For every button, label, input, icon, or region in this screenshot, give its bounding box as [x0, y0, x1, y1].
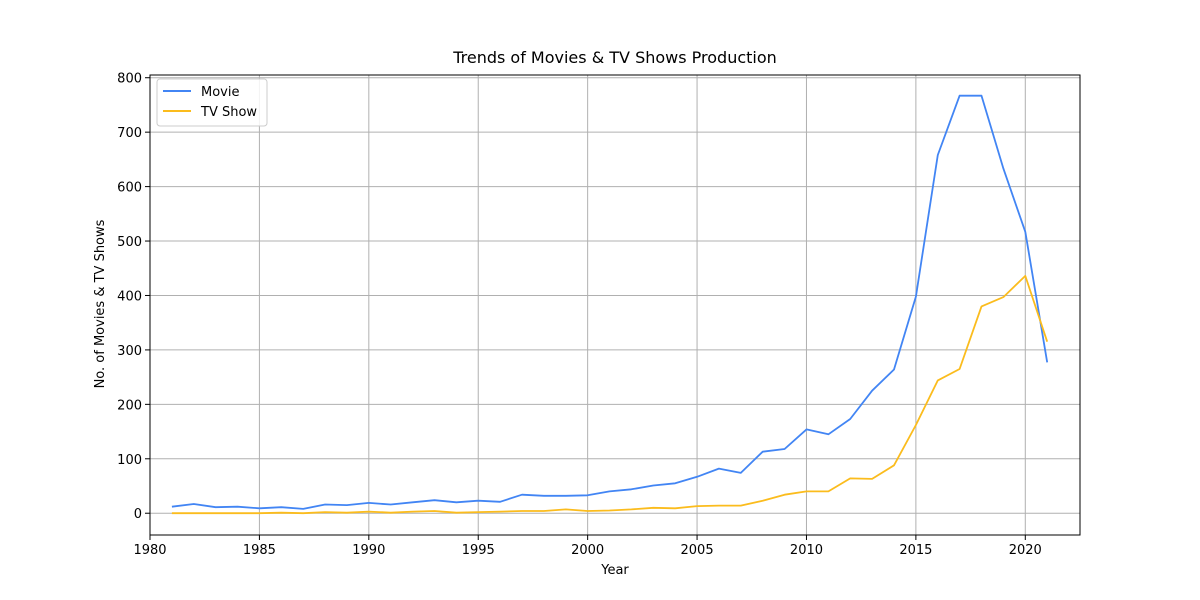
- x-tick-label: 1985: [243, 543, 276, 558]
- x-tick-label: 1980: [133, 543, 166, 558]
- x-axis-label: Year: [600, 563, 629, 578]
- y-tick-label: 200: [117, 398, 142, 413]
- chart-title: Trends of Movies & TV Shows Production: [452, 48, 777, 67]
- series-line-tv-show: [171, 274, 1049, 515]
- x-tick-label: 2015: [899, 543, 932, 558]
- y-tick-label: 300: [117, 344, 142, 359]
- x-tick-label: 2005: [681, 543, 714, 558]
- series-lines: [171, 94, 1049, 515]
- x-tick-label: 2010: [790, 543, 823, 558]
- grid: [149, 75, 1080, 535]
- y-axis-label: No. of Movies & TV Shows: [93, 219, 108, 388]
- x-tick-label: 1995: [462, 543, 495, 558]
- y-tick-label: 400: [117, 289, 142, 304]
- x-tick-label: 2020: [1009, 543, 1042, 558]
- legend-label-tv-show: TV Show: [200, 105, 257, 120]
- y-tick-label: 700: [117, 126, 142, 141]
- y-tick-label: 600: [117, 181, 142, 196]
- x-tick-label: 1990: [352, 543, 385, 558]
- x-tick-label: 2000: [571, 543, 604, 558]
- y-tick-label: 0: [134, 507, 142, 522]
- y-tick-label: 500: [117, 235, 142, 250]
- y-tick-label: 100: [117, 453, 142, 468]
- axis-ticks: 1980 1985 1990 1995 2000 2005 2010 2015 2020 0 100…: [117, 72, 1042, 558]
- y-tick-label: 800: [117, 72, 142, 87]
- series-line-movie: [171, 94, 1049, 510]
- legend: Movie TV Show: [156, 78, 268, 127]
- plot-frame: [149, 74, 1081, 536]
- legend-label-movie: Movie: [201, 85, 239, 100]
